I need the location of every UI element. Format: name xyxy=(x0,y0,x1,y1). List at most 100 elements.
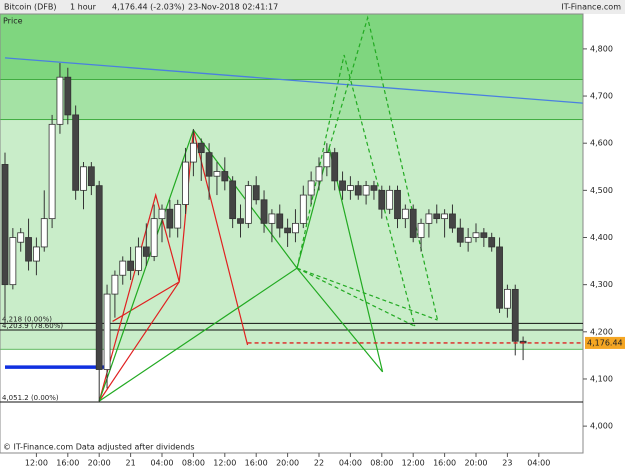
x-tick-label: 04:00 xyxy=(150,459,173,468)
candle-body xyxy=(1,164,9,286)
y-tick-label: 4,400 xyxy=(590,233,613,242)
candle-body xyxy=(331,152,339,182)
zone xyxy=(0,79,584,121)
candle-body xyxy=(299,194,307,224)
candle-body xyxy=(244,185,252,224)
candle-body xyxy=(346,185,354,191)
candle-body xyxy=(386,189,394,210)
x-tick-label: 12:00 xyxy=(213,459,236,468)
candle-body xyxy=(425,213,433,224)
trendline xyxy=(4,57,583,104)
x-tick-label: 04:00 xyxy=(527,459,550,468)
pattern-line xyxy=(98,281,180,402)
y-tick-label: 4,500 xyxy=(590,186,613,195)
x-tick-label: 12:00 xyxy=(25,459,48,468)
candle-body xyxy=(409,208,417,238)
last-price-label: 4,176.44 xyxy=(587,338,623,347)
x-tick-label: 20:00 xyxy=(88,459,111,468)
pattern-line xyxy=(112,281,180,322)
candle-body xyxy=(174,204,182,229)
pattern-line xyxy=(296,267,416,327)
candle-body xyxy=(268,213,276,224)
panel-label: Price xyxy=(3,17,23,26)
candle-body xyxy=(48,123,56,220)
candle-body xyxy=(189,142,197,163)
candle-body xyxy=(40,218,48,248)
zone xyxy=(0,13,584,80)
candle-body xyxy=(229,180,237,220)
candle-body xyxy=(17,232,25,243)
candle-body xyxy=(252,185,260,201)
level-label: 4,051.2 (0.00%) xyxy=(2,394,59,402)
candle-body xyxy=(472,232,480,238)
candle-body xyxy=(213,171,221,177)
candle-body xyxy=(87,166,95,187)
x-tick-label: 16:00 xyxy=(56,459,79,468)
x-tick-label: 16:00 xyxy=(433,459,456,468)
candle-body xyxy=(449,213,456,229)
y-tick-label: 4,700 xyxy=(590,92,613,101)
header-bar xyxy=(0,0,625,14)
candle-body xyxy=(56,76,64,125)
y-tick-label: 4,800 xyxy=(590,44,613,53)
candle-body xyxy=(260,199,268,224)
candle-body xyxy=(394,189,401,220)
candle-body xyxy=(511,288,519,342)
level-label: 4,218 (0.00%) xyxy=(2,315,52,323)
x-tick-label: 20:00 xyxy=(464,459,487,468)
candle-body xyxy=(197,142,205,154)
candle-body xyxy=(503,288,511,309)
y-tick-label: 4,200 xyxy=(590,327,613,336)
y-tick-label: 4,600 xyxy=(590,139,613,148)
candle-body xyxy=(72,114,80,191)
candle-body xyxy=(276,213,284,229)
y-tick-label: 4,000 xyxy=(590,422,613,431)
candle-body xyxy=(417,222,425,238)
footer: © IT-Finance.com Data adjusted after div… xyxy=(3,443,195,452)
x-tick-label: 22 xyxy=(314,459,324,468)
quote: 4,176.44 (-2.03%) xyxy=(112,3,185,12)
candle-body xyxy=(339,180,346,191)
candle-body xyxy=(480,232,488,238)
candle-body xyxy=(33,246,40,262)
x-tick-label: 23 xyxy=(502,459,512,468)
candle-body xyxy=(370,185,378,191)
candle-body xyxy=(166,208,174,229)
brand: IT-Finance.com xyxy=(561,3,621,12)
y-tick-label: 4,100 xyxy=(590,374,613,383)
candle-body xyxy=(496,246,503,309)
x-tick-label: 20:00 xyxy=(276,459,299,468)
candle-body xyxy=(25,237,32,262)
x-tick-label: 04:00 xyxy=(339,459,362,468)
candle-body xyxy=(323,152,331,168)
candle-body xyxy=(488,237,496,248)
candle-body xyxy=(95,185,103,370)
last-price-box xyxy=(585,336,625,349)
candle-body xyxy=(378,189,386,210)
level-label: 4,203.9 (78.60%) xyxy=(2,322,63,330)
candle-body xyxy=(292,222,299,234)
candle-body xyxy=(182,161,189,205)
candle-body xyxy=(221,171,229,182)
candle-body xyxy=(80,166,87,191)
candle-body xyxy=(103,293,111,370)
instrument: Bitcoin (DFB) xyxy=(4,3,56,12)
pattern-line xyxy=(328,15,439,321)
x-tick-label: 16:00 xyxy=(245,459,268,468)
x-tick-label: 12:00 xyxy=(402,459,425,468)
candle-body xyxy=(464,237,472,243)
candle-body xyxy=(111,274,119,295)
candle-body xyxy=(284,227,292,234)
candle-body xyxy=(362,185,370,196)
candle-body xyxy=(135,246,142,271)
x-tick-label: 08:00 xyxy=(370,459,393,468)
x-tick-label: 08:00 xyxy=(182,459,205,468)
candle-body xyxy=(354,185,362,196)
pattern-line xyxy=(296,267,438,321)
candle-body xyxy=(307,180,315,196)
candle-body xyxy=(237,218,244,224)
pattern-line xyxy=(296,54,416,327)
y-tick-label: 4,300 xyxy=(590,280,613,289)
candle-body xyxy=(441,213,449,220)
